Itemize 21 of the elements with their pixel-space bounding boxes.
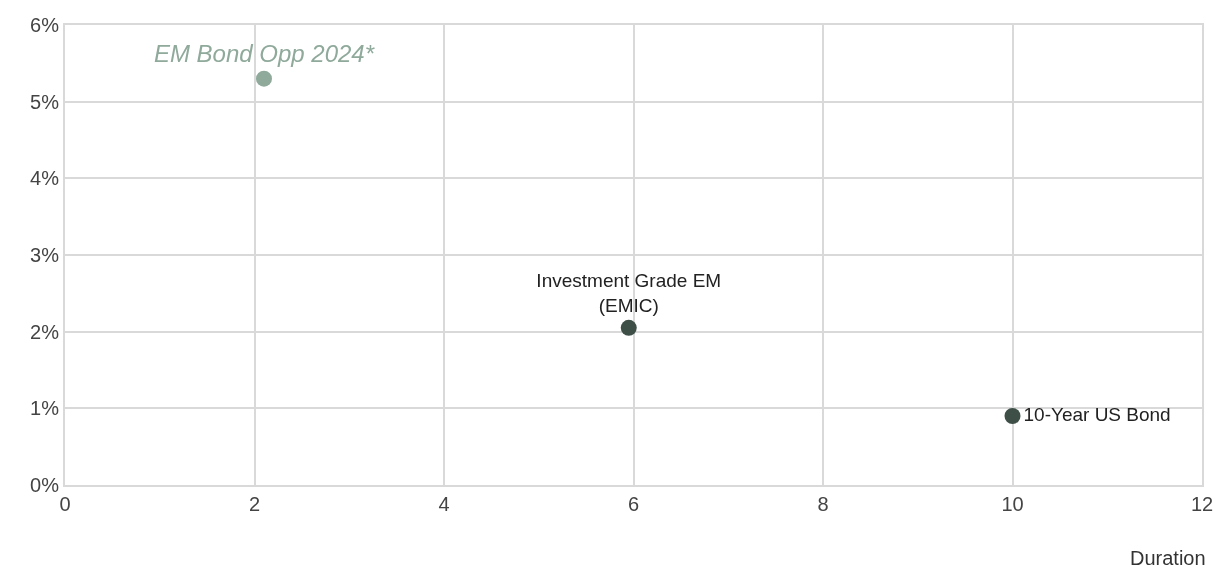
point <box>1004 408 1021 424</box>
y-tick-label: 6% <box>30 14 60 36</box>
y-tick-label: 5% <box>30 90 60 113</box>
x-axis-title: Duration <box>1130 547 1206 569</box>
y-tick-label: 0% <box>30 474 60 496</box>
series-label: Investment Grade EM (EMIC) <box>536 270 722 317</box>
x-tick-label: 8 <box>817 493 829 515</box>
series-label: 10-Year US Bond <box>1023 403 1171 425</box>
x-tick-label: 0 <box>59 493 71 515</box>
series-label: EM Bond Opp 2024* <box>153 39 375 67</box>
x-tick-label: 12 <box>1190 493 1214 515</box>
point <box>255 70 272 87</box>
y-tick-label: 4% <box>30 167 60 190</box>
y-tick-label: 1% <box>30 397 60 420</box>
x-tick-label: 6 <box>627 493 640 515</box>
point <box>620 319 637 336</box>
x-tick-label: 10 <box>1001 493 1024 515</box>
x-tick-label: 2 <box>248 493 261 515</box>
y-tick-label: 2% <box>30 320 60 343</box>
y-tick-label: 3% <box>30 244 60 266</box>
x-tick-label: 4 <box>438 493 450 515</box>
